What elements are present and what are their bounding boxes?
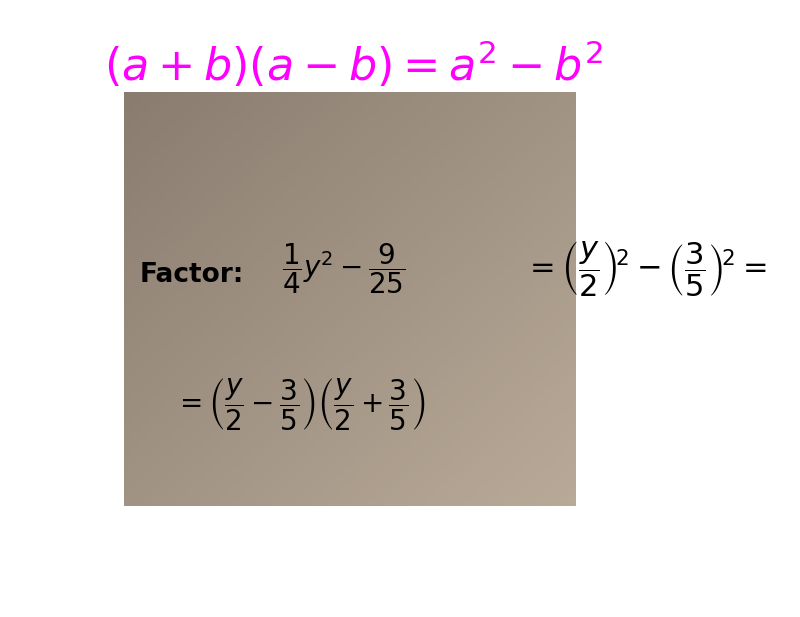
Text: $(a+b)(a-b) = a^2 - b^2$: $(a+b)(a-b) = a^2 - b^2$ <box>104 39 603 90</box>
Text: $\dfrac{1}{4}y^{2} - \dfrac{9}{25}$: $\dfrac{1}{4}y^{2} - \dfrac{9}{25}$ <box>282 241 406 296</box>
Text: $= \left(\dfrac{y}{2}\right)^{\!2} - \left(\dfrac{3}{5}\right)^{\!2} =$: $= \left(\dfrac{y}{2}\right)^{\!2} - \le… <box>524 239 766 298</box>
Text: Factor:: Factor: <box>140 262 244 288</box>
Text: $= \left(\dfrac{y}{2} - \dfrac{3}{5}\right)\left(\dfrac{y}{2} + \dfrac{3}{5}\rig: $= \left(\dfrac{y}{2} - \dfrac{3}{5}\rig… <box>174 376 426 432</box>
